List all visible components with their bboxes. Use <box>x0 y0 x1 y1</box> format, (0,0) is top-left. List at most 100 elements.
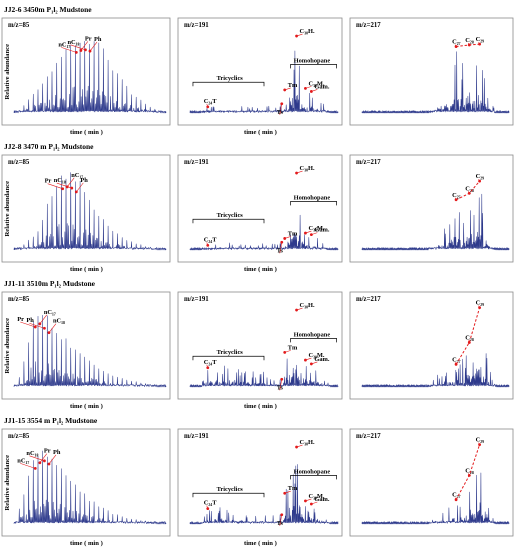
panel-frame <box>1 154 171 263</box>
sample-row-3: JJ1-11 3510m P₁l₂ Mudstone m/z=85 Relative… <box>1 279 514 410</box>
peak-leader <box>66 177 75 188</box>
peak-label: C₂₇ <box>452 356 461 363</box>
peak-leader <box>311 89 318 92</box>
tricyclics-bracket <box>192 218 265 224</box>
y-axis-label: Relative abundance <box>4 318 11 374</box>
peak-label: C₃₀H. <box>300 28 315 35</box>
panel-frame <box>1 428 171 537</box>
peak-leader <box>29 455 45 462</box>
peak-label: C₂₉ <box>476 36 485 43</box>
x-axis-label: time ( min ) <box>244 403 277 410</box>
peak-label: C₂₉ <box>476 437 485 444</box>
peak-leader <box>284 236 291 239</box>
peak-leader <box>48 323 57 333</box>
tricyclics-label: Tricyclics <box>217 349 244 356</box>
chromatogram-trace <box>361 193 510 251</box>
mz-label: m/z=217 <box>356 296 381 303</box>
panel-frame <box>177 291 343 400</box>
peak-label: Ph <box>80 177 88 184</box>
peak-marker <box>295 171 298 175</box>
tricyclics-bracket <box>192 355 265 361</box>
peak-label: nC₁₈ <box>54 177 66 184</box>
peak-label: Ph <box>53 449 61 456</box>
peak-label: C₂₇ <box>452 192 461 199</box>
sample-title: JJ2-8 3470 m P₁l₂ Mudstone <box>4 142 94 151</box>
x-axis-label: time ( min ) <box>244 266 277 273</box>
chromatogram-trace <box>189 214 339 251</box>
tricyclics-bracket <box>192 492 265 498</box>
panel-frame <box>349 17 514 126</box>
peak-leader <box>206 242 209 246</box>
peak-label: C₂₈ <box>465 185 474 192</box>
peak-leader <box>284 87 291 91</box>
sample-row-4: JJ1-15 3554 m P₁l₂ Mudstone m/z=85 Relativ… <box>1 416 514 547</box>
peak-label: C₂₄T <box>204 236 217 243</box>
peak-label: Tm <box>288 82 298 89</box>
peak-label: C₂₄T <box>204 500 217 507</box>
peak-label: C₂₈ <box>465 37 474 44</box>
panel-mz-85: m/z=85 Relative abundance time ( min ) nC₁₇… <box>1 17 171 136</box>
peak-label: C₃₀M. <box>308 493 324 500</box>
peak-label: Tm <box>288 230 298 237</box>
peak-label: Ts <box>277 247 284 254</box>
x-axis-label: time ( min ) <box>70 129 103 136</box>
panel-frame <box>349 291 514 400</box>
peak-leader <box>20 463 36 469</box>
peak-leader <box>206 364 209 368</box>
peak-leader <box>279 514 283 526</box>
peak-leader <box>279 379 283 391</box>
peak-label: C₃₀H. <box>300 165 315 172</box>
chromatogram-trace <box>13 41 167 114</box>
y-axis-label: Relative abundance <box>4 455 11 511</box>
peak-label: nC₁₇ <box>17 457 29 464</box>
peak-label: C₂₄T <box>204 359 217 366</box>
peak-leader <box>284 490 291 494</box>
peak-label: nC₁₇ <box>44 309 56 316</box>
peak-label: nC₁₇ <box>58 41 70 48</box>
chromatogram-trace <box>361 353 510 388</box>
peak-marker <box>70 186 74 190</box>
peak-label: Gam. <box>314 496 329 503</box>
panel-frame <box>177 154 343 263</box>
peak-leader <box>478 179 480 182</box>
mz-label: m/z=191 <box>184 433 209 440</box>
sample-row-1: JJ2-6 3450m P₁l₂ Mudstone m/z=85 Relative … <box>1 5 514 136</box>
homohopane-bracket <box>290 338 337 343</box>
tricyclics-bracket <box>192 81 265 87</box>
mz-label: m/z=85 <box>8 22 30 29</box>
peak-leader <box>56 182 72 189</box>
mz-label: m/z=217 <box>356 433 381 440</box>
peak-marker <box>206 366 210 370</box>
mz-label: m/z=85 <box>8 433 30 440</box>
peak-label: C₂₇ <box>452 492 461 499</box>
peak-label: C₂₇ <box>452 39 461 46</box>
peak-label: nC₁₈ <box>67 39 79 46</box>
peak-label: Ph <box>26 317 34 324</box>
chromatogram-trace <box>361 472 510 525</box>
peak-label: C₃₀M. <box>308 80 324 87</box>
peak-marker <box>206 243 210 247</box>
peak-leader <box>311 361 318 365</box>
peak-label: Tm <box>288 344 298 351</box>
y-axis-label: Relative abundance <box>4 44 11 100</box>
chromatogram-trace <box>189 358 339 388</box>
peak-label: nC₁₇ <box>71 172 83 179</box>
peak-label: C₂₉ <box>476 300 485 307</box>
peak-marker <box>206 507 210 511</box>
peak-leader <box>89 41 98 52</box>
homohopane-label: Homohopane <box>294 468 331 475</box>
sterane-trend <box>455 444 481 500</box>
peak-leader <box>305 498 312 502</box>
peak-label: Pr <box>85 35 92 42</box>
x-axis-label: time ( min ) <box>70 540 103 547</box>
peak-leader <box>279 242 283 254</box>
peak-label: Gam. <box>314 356 329 363</box>
peak-leader <box>70 44 86 51</box>
peak-leader <box>29 322 45 329</box>
homohopane-bracket <box>290 475 337 480</box>
panel-frame <box>177 17 343 126</box>
peak-leader <box>296 33 303 37</box>
sample-title: JJ1-15 3554 m P₁l₂ Mudstone <box>4 416 98 425</box>
